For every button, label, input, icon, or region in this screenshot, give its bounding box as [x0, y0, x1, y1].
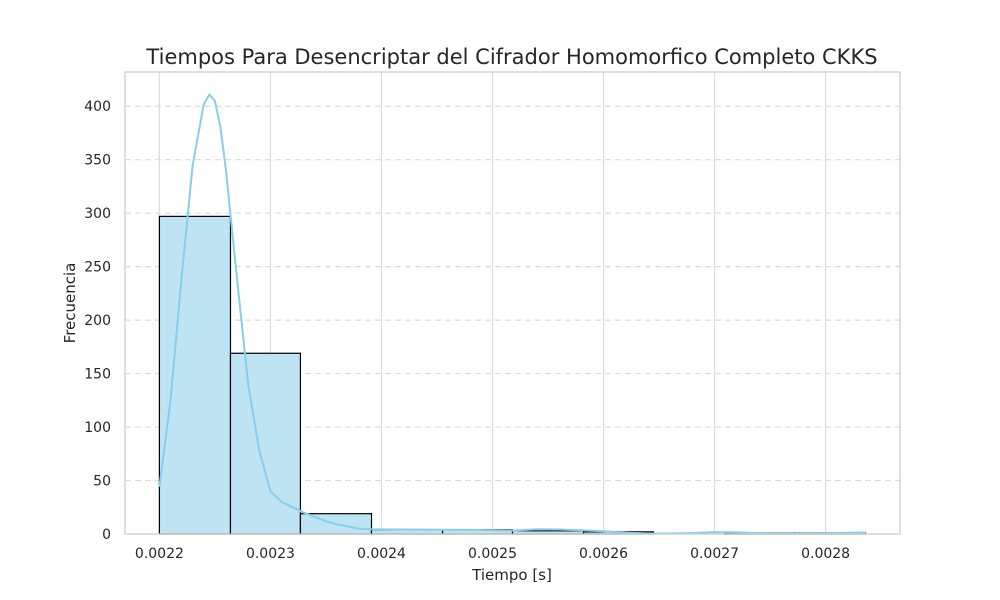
y-tick-label: 350 [84, 153, 111, 169]
x-axis-ticks: 0.0022 0.0023 0.0024 0.0025 0.0026 0.0027 0.00… [135, 546, 850, 562]
y-tick-label: 200 [84, 313, 111, 329]
x-tick-label: 0.0022 [135, 546, 184, 562]
plot-frame [124, 71, 901, 535]
x-tick-label: 0.0027 [690, 546, 739, 562]
x-tick-label: 0.0026 [579, 546, 628, 562]
y-tick-label: 50 [93, 474, 111, 490]
y-tick-label: 400 [84, 99, 111, 115]
chart-title: Tiempos Para Desencriptar del Cifrador H… [145, 45, 877, 69]
y-tick-label: 150 [84, 367, 111, 383]
x-tick-label: 0.0023 [246, 546, 295, 562]
y-axis-ticks: 0 50 100 150 200 250 300 350 400 [84, 99, 111, 543]
y-tick-label: 100 [84, 420, 111, 436]
kde-curve [158, 93, 866, 535]
x-tick-label: 0.0028 [801, 546, 850, 562]
histogram-bar [158, 215, 232, 535]
y-tick-label: 250 [84, 260, 111, 276]
kde-curve-layer [158, 93, 866, 535]
y-axis-label: Frecuencia [61, 263, 79, 344]
x-axis-label: Tiempo [s] [471, 566, 552, 584]
y-tick-label: 300 [84, 206, 111, 222]
x-tick-label: 0.0024 [357, 546, 406, 562]
histogram-bars [158, 215, 867, 535]
x-tick-label: 0.0025 [468, 546, 517, 562]
y-tick-label: 0 [102, 527, 111, 543]
grid-lines [125, 72, 900, 534]
